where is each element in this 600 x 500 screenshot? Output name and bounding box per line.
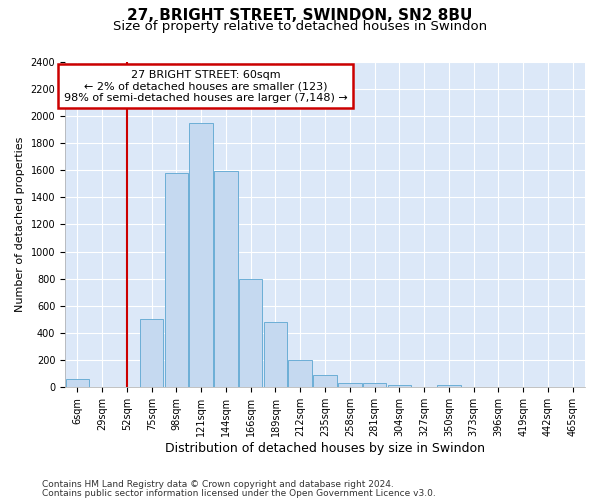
Bar [437, 384, 461, 388]
Bar [264, 322, 287, 388]
Text: Contains HM Land Registry data © Crown copyright and database right 2024.: Contains HM Land Registry data © Crown c… [42, 480, 394, 489]
Bar [190, 122, 213, 388]
Text: 27 BRIGHT STREET: 60sqm
← 2% of detached houses are smaller (123)
98% of semi-de: 27 BRIGHT STREET: 60sqm ← 2% of detached… [64, 70, 347, 103]
Bar [65, 379, 89, 388]
Text: Contains public sector information licensed under the Open Government Licence v3: Contains public sector information licen… [42, 489, 436, 498]
Bar [239, 278, 262, 388]
Bar [388, 384, 411, 388]
Bar [214, 172, 238, 388]
X-axis label: Distribution of detached houses by size in Swindon: Distribution of detached houses by size … [165, 442, 485, 455]
Bar [140, 320, 163, 388]
Text: Size of property relative to detached houses in Swindon: Size of property relative to detached ho… [113, 20, 487, 33]
Bar [313, 375, 337, 388]
Bar [338, 382, 362, 388]
Bar [164, 173, 188, 388]
Text: 27, BRIGHT STREET, SWINDON, SN2 8BU: 27, BRIGHT STREET, SWINDON, SN2 8BU [127, 8, 473, 22]
Y-axis label: Number of detached properties: Number of detached properties [15, 136, 25, 312]
Bar [363, 384, 386, 388]
Bar [289, 360, 312, 388]
